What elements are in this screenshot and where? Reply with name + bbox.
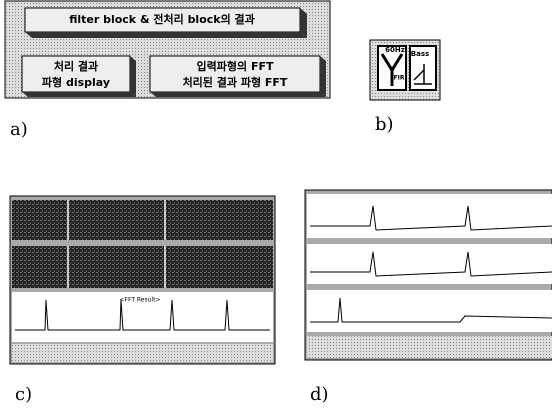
button-text: 파형 display: [42, 75, 110, 89]
icon-text: FIR: [394, 75, 405, 82]
icon-text: Bass: [411, 50, 429, 58]
panel-b: 60Hz FIR Bass b): [370, 40, 440, 135]
panel-label: a): [10, 119, 28, 140]
panel-c: <FFT Result> c): [10, 196, 275, 405]
panel-label: d): [310, 384, 329, 405]
button-text: 처리된 결과 파형 FFT: [183, 75, 288, 89]
annotation: <FFT Result>: [120, 297, 161, 304]
button-text: 입력파형의 FFT: [197, 59, 274, 73]
icon-text: 60Hz: [385, 46, 405, 54]
figure: filter block & 전처리 block의 결과 처리 결과 파형 di…: [0, 0, 552, 408]
button-text: filter block & 전처리 block의 결과: [69, 12, 255, 26]
panel-label: b): [375, 114, 394, 135]
panel-d: d): [305, 190, 552, 405]
panel-a: filter block & 전처리 block의 결과 처리 결과 파형 di…: [5, 1, 330, 140]
panel-label: c): [15, 384, 32, 405]
button-text: 처리 결과: [54, 59, 98, 73]
